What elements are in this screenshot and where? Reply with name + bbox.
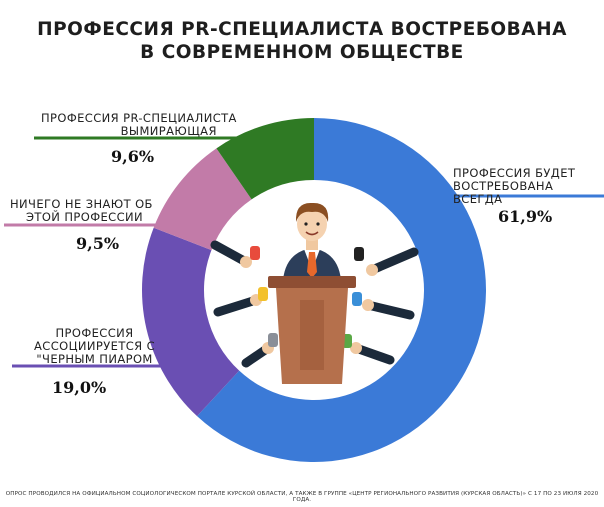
value-label-always: 61,9%: [498, 207, 553, 226]
slice-unknown: [153, 148, 252, 251]
slice-black-pr: [142, 227, 240, 417]
footnote: ОПРОС ПРОВОДИЛСЯ НА ОФИЦИАЛЬНОМ СОЦИОЛОГ…: [5, 491, 599, 503]
value-label-dying: 9,6%: [111, 147, 155, 166]
label-always-demanded: ПРОФЕССИЯ БУДЕТ ВОСТРЕБОВАНА ВСЕГДА: [453, 167, 604, 206]
label-always-line-1: ПРОФЕССИЯ БУДЕТ: [453, 166, 576, 180]
slice-always-demanded: [197, 118, 486, 462]
label-unknown: НИЧЕГО НЕ ЗНАЮТ ОБ ЭТОЙ ПРОФЕССИИ: [10, 198, 153, 224]
label-dying-line-2: ВЫМИРАЮЩАЯ: [120, 124, 217, 138]
chart-title-line-2: В СОВРЕМЕННОМ ОБЩЕСТВЕ: [140, 42, 464, 63]
label-unknown-line-2: ЭТОЙ ПРОФЕССИИ: [26, 210, 144, 224]
value-label-unknown: 9,5%: [76, 234, 120, 253]
label-dying: ПРОФЕССИЯ PR-СПЕЦИАЛИСТА ВЫМИРАЮЩАЯ: [41, 112, 237, 138]
value-label-black-pr: 19,0%: [52, 378, 107, 397]
label-unknown-line-1: НИЧЕГО НЕ ЗНАЮТ ОБ: [10, 197, 153, 211]
chart-title: ПРОФЕССИЯ PR-СПЕЦИАЛИСТА ВОСТРЕБОВАНА В …: [0, 18, 604, 64]
label-black-pr-line-2: АССОЦИИРУЕТСЯ С: [34, 339, 156, 353]
label-black-pr: ПРОФЕССИЯ АССОЦИИРУЕТСЯ С "ЧЕРНЫМ ПИАРОМ: [34, 327, 155, 366]
label-black-pr-line-1: ПРОФЕССИЯ: [55, 326, 134, 340]
label-black-pr-line-3: "ЧЕРНЫМ ПИАРОМ: [36, 352, 153, 366]
speaker-at-podium-with-microphones-icon: [210, 202, 419, 384]
donut-slices: [142, 118, 486, 462]
label-always-line-2: ВОСТРЕБОВАНА ВСЕГДА: [453, 179, 554, 206]
chart-title-line-1: ПРОФЕССИЯ PR-СПЕЦИАЛИСТА ВОСТРЕБОВАНА: [37, 19, 567, 40]
label-dying-line-1: ПРОФЕССИЯ PR-СПЕЦИАЛИСТА: [41, 111, 237, 125]
